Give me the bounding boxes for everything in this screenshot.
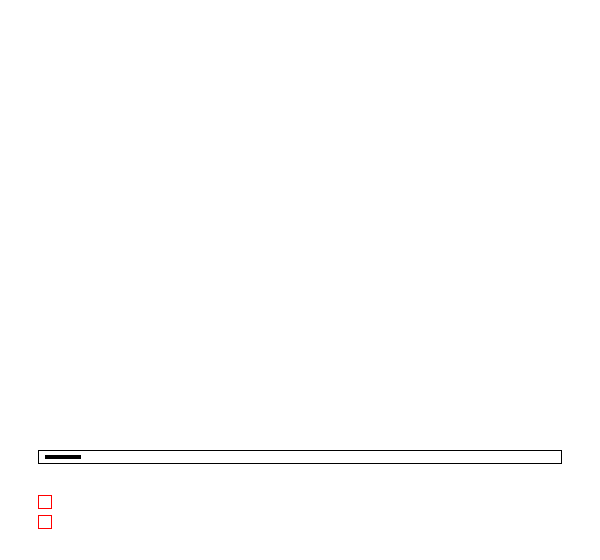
table-row	[38, 512, 562, 532]
legend-swatch	[45, 457, 81, 459]
legend	[38, 450, 562, 464]
legend-item	[45, 457, 555, 459]
table-row	[38, 492, 562, 512]
line-chart	[0, 8, 600, 418]
sales-table	[38, 492, 562, 536]
footnote	[38, 532, 562, 536]
marker-badge	[38, 495, 52, 509]
marker-badge	[38, 515, 52, 529]
chart-container	[0, 0, 600, 560]
